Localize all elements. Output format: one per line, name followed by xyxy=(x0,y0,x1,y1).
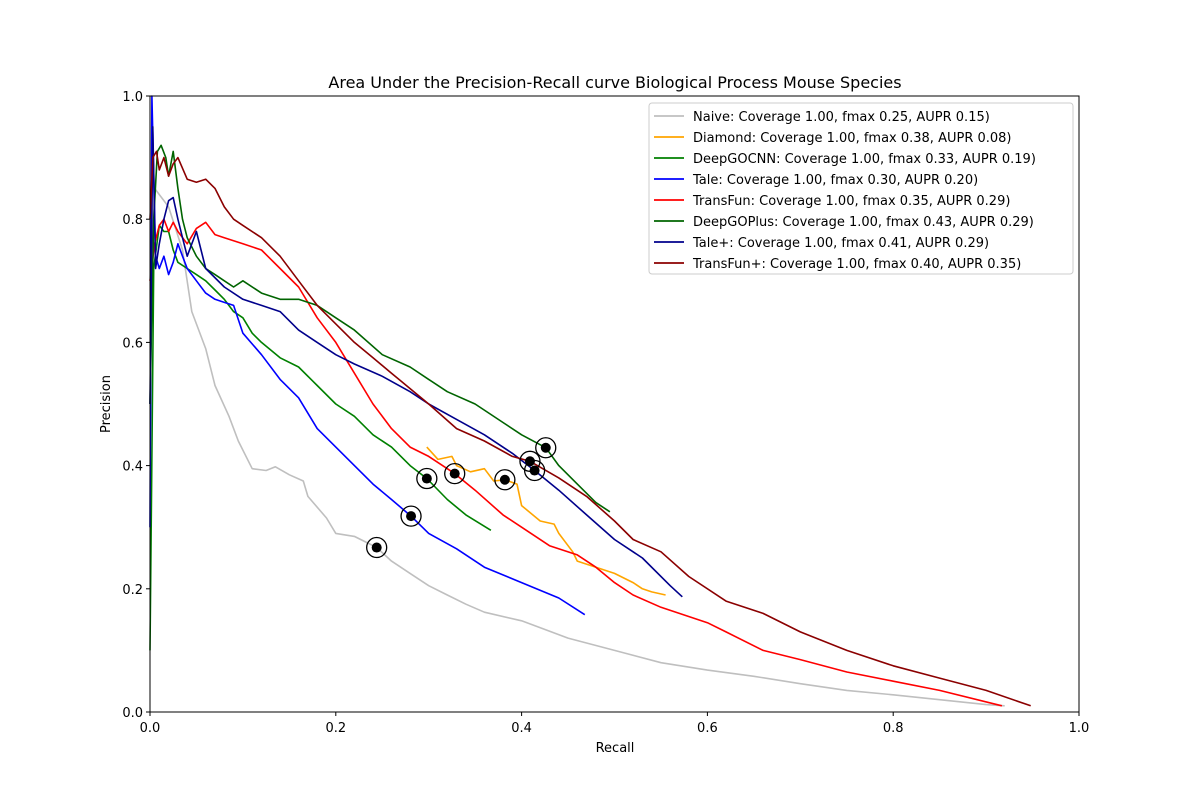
fmax-marker-dot xyxy=(449,468,460,479)
fmax-marker-ring xyxy=(366,536,388,559)
y-axis: 0.0 0.2 0.4 0.6 0.8 1.0 xyxy=(122,90,150,721)
series-line-tale xyxy=(149,95,586,616)
x-tick-label: 0.4 xyxy=(511,721,532,736)
legend: Naive: Coverage 1.00, fmax 0.25, AUPR 0.… xyxy=(648,102,1074,275)
fmax-marker-ring xyxy=(416,467,438,490)
series-layer xyxy=(149,95,1031,707)
y-tick-label: 0.2 xyxy=(122,583,143,598)
legend-box xyxy=(648,102,1074,275)
x-tick-label: 0.6 xyxy=(697,721,718,736)
fmax-marker-ring xyxy=(400,505,422,527)
legend-entry-label: Naive: Coverage 1.00, fmax 0.25, AUPR 0.… xyxy=(693,110,990,125)
fmax-marker-ring xyxy=(444,462,466,485)
y-axis-label: Precision xyxy=(99,375,114,433)
x-tick-label: 1.0 xyxy=(1069,721,1090,736)
fmax-marker-ring xyxy=(535,437,557,459)
fmax-marker-deepgocnn xyxy=(416,467,438,490)
fmax-marker-transfun xyxy=(444,462,466,485)
y-tick-label: 0.0 xyxy=(122,706,143,721)
y-tick-label: 1.0 xyxy=(122,90,143,105)
fmax-marker-dot xyxy=(421,473,432,484)
fmax-marker-deepgoplus xyxy=(535,437,557,459)
legend-entry-label: Tale+: Coverage 1.00, fmax 0.41, AUPR 0.… xyxy=(692,236,989,251)
fmax-marker-dot xyxy=(371,542,382,553)
fmax-marker-diamond xyxy=(494,469,516,491)
series-line-deepgocnn xyxy=(149,224,492,651)
x-axis-label: Recall xyxy=(596,741,635,756)
series-line-tale- xyxy=(149,126,683,598)
fmax-marker-tale xyxy=(400,505,422,527)
x-tick-label: 0.8 xyxy=(883,721,904,736)
legend-entry-label: DeepGOCNN: Coverage 1.00, fmax 0.33, AUP… xyxy=(693,152,1036,167)
fmax-marker-ring xyxy=(519,450,541,472)
fmax-marker-dot xyxy=(540,442,551,453)
plot-frame xyxy=(149,95,1080,713)
fmax-marker-naive xyxy=(366,536,388,559)
x-tick-label: 0.2 xyxy=(325,721,346,736)
chart-title: Area Under the Precision-Recall curve Bi… xyxy=(328,73,901,92)
legend-entry-label: TransFun: Coverage 1.00, fmax 0.35, AUPR… xyxy=(692,194,1010,209)
legend-entry-label: Diamond: Coverage 1.00, fmax 0.38, AUPR … xyxy=(693,131,1012,146)
y-tick-label: 0.4 xyxy=(122,460,143,475)
fmax-marker-dot xyxy=(406,511,417,522)
fmax-marker-ring xyxy=(494,469,516,491)
fmax-marker-dot xyxy=(524,456,535,467)
legend-entry-label: TransFun+: Coverage 1.00, fmax 0.40, AUP… xyxy=(692,257,1021,272)
y-tick-label: 0.8 xyxy=(122,213,143,228)
fmax-markers xyxy=(366,437,557,559)
fmax-marker-dot xyxy=(499,474,510,485)
legend-entry-label: DeepGOPlus: Coverage 1.00, fmax 0.43, AU… xyxy=(693,215,1034,230)
series-line-transfun xyxy=(149,218,1003,707)
series-line-deepgoplus xyxy=(149,144,611,513)
x-tick-label: 0.0 xyxy=(140,721,161,736)
fmax-marker-transfun- xyxy=(519,450,541,472)
plot-area xyxy=(149,95,1080,713)
series-line-diamond xyxy=(426,446,666,596)
x-axis: 0.0 0.2 0.4 0.6 0.8 1.0 xyxy=(140,712,1090,736)
y-tick-label: 0.6 xyxy=(122,336,143,351)
series-line-transfun- xyxy=(149,150,1031,707)
legend-entry-label: Tale: Coverage 1.00, fmax 0.30, AUPR 0.2… xyxy=(692,173,978,188)
